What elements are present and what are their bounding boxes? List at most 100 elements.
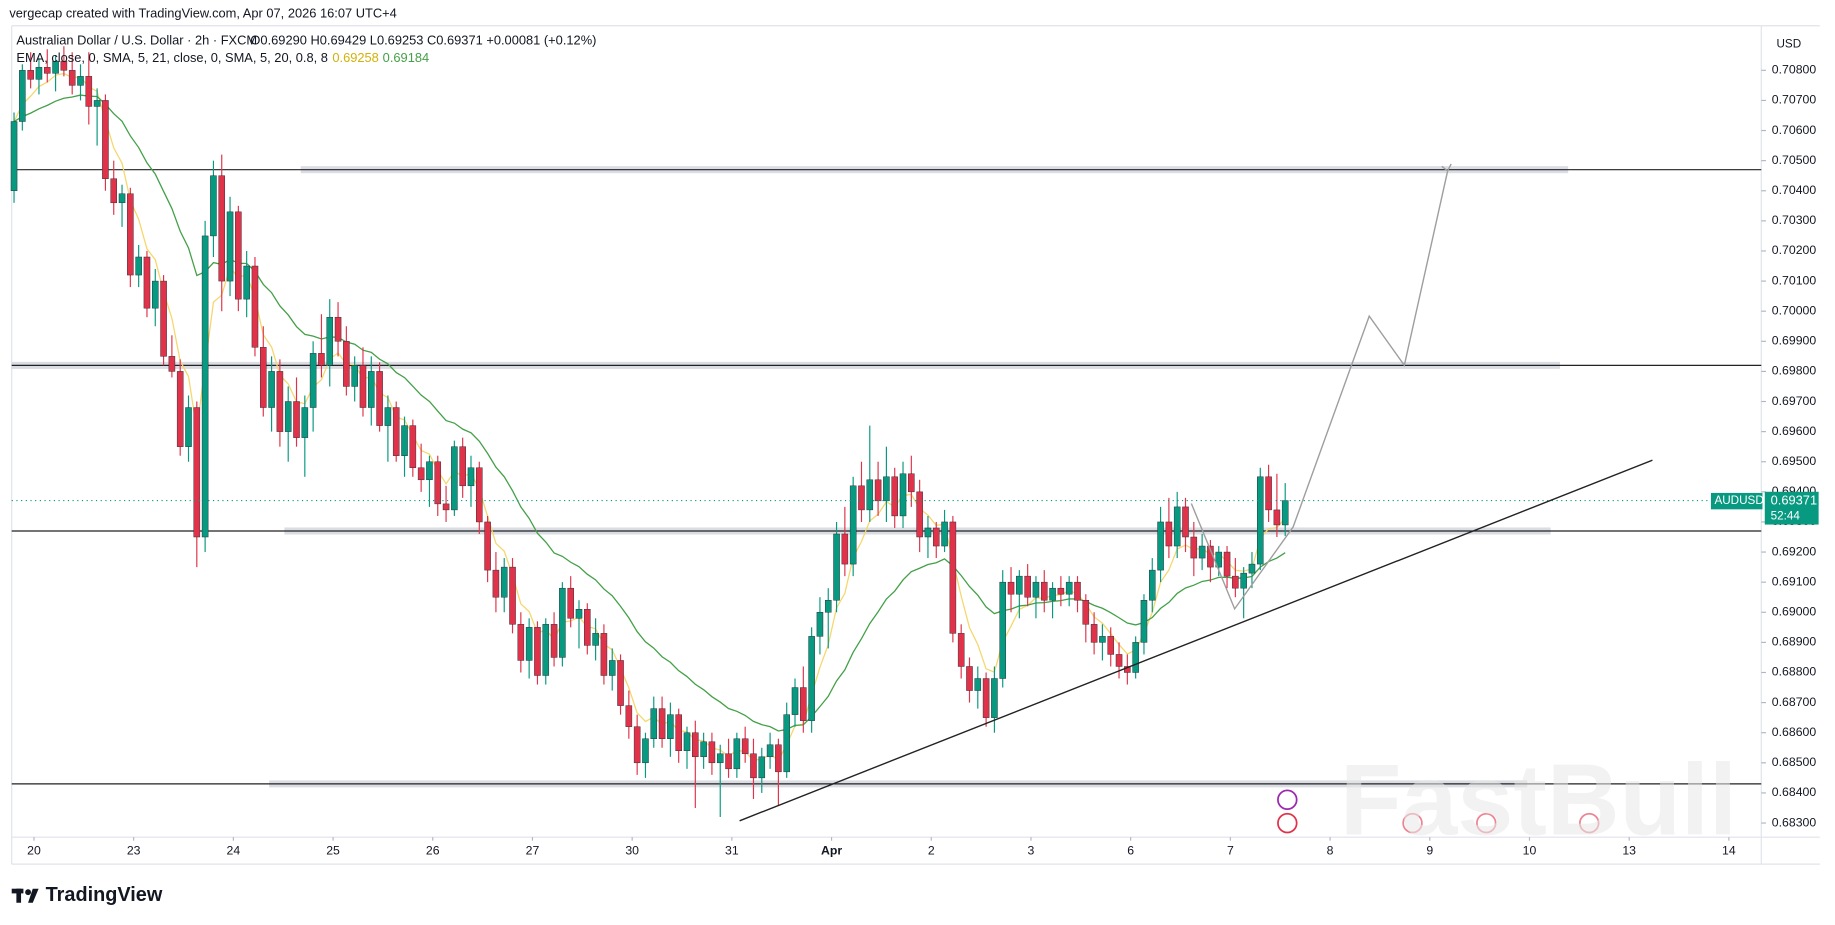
y-tick-label: 0.70500 xyxy=(1772,153,1817,167)
candle-body xyxy=(891,476,898,517)
candle-body xyxy=(1074,581,1081,601)
logo-mark xyxy=(25,889,32,896)
candle-body xyxy=(716,753,724,764)
candle-body xyxy=(534,627,541,676)
candle-body xyxy=(492,569,500,598)
candle-body xyxy=(459,446,466,487)
candle-body xyxy=(127,193,134,276)
candle-body xyxy=(542,624,550,676)
candle-body xyxy=(160,280,167,357)
candle-body xyxy=(1182,506,1189,538)
y-tick-label: 0.68800 xyxy=(1772,665,1817,679)
candle-body xyxy=(633,726,641,764)
candle-body xyxy=(916,491,923,538)
projection-arrow xyxy=(1441,163,1452,173)
moving-average xyxy=(13,94,1286,732)
countdown: 52:44 xyxy=(1771,509,1801,522)
candle-body xyxy=(858,485,865,511)
candle-body xyxy=(766,744,774,758)
x-tick-label: 30 xyxy=(625,843,639,857)
candle-body xyxy=(226,211,234,282)
price-symbol: AUDUSD xyxy=(1714,494,1763,507)
moving-average xyxy=(13,72,1286,762)
candle-body xyxy=(982,678,990,718)
symbol-box xyxy=(1710,492,1763,510)
candle-body xyxy=(957,633,965,667)
candle-body xyxy=(1016,575,1023,595)
x-tick-label: 26 xyxy=(426,843,440,857)
candle-body xyxy=(1190,536,1198,559)
candle-body xyxy=(1173,506,1181,547)
candle-body xyxy=(1082,599,1090,625)
candle-body xyxy=(800,687,807,721)
event-icons xyxy=(1277,789,1600,834)
y-tick-label: 0.69500 xyxy=(1772,454,1817,468)
candle-body xyxy=(392,407,400,456)
candle-body xyxy=(384,407,392,426)
candle-body xyxy=(243,265,250,300)
candle-body xyxy=(658,708,666,739)
candle-body xyxy=(334,316,342,342)
price-value: 0.69371 xyxy=(1771,493,1817,508)
y-tick-label: 0.68900 xyxy=(1772,635,1817,649)
candle-body xyxy=(559,587,566,658)
candle-body xyxy=(1232,575,1239,589)
event-icon xyxy=(1402,812,1423,834)
candle-body xyxy=(1240,572,1247,589)
candle-body xyxy=(251,265,259,348)
candle-body xyxy=(650,708,658,739)
candle-body xyxy=(309,353,317,408)
candle-body xyxy=(1049,587,1056,601)
x-tick-label: 9 xyxy=(1426,843,1433,857)
candle-body xyxy=(974,678,982,691)
candle-body xyxy=(442,503,450,511)
candle-body xyxy=(276,371,284,432)
symbol-line: Australian Dollar / U.S. Dollar · 2h · F… xyxy=(16,32,257,47)
x-tick-label: 8 xyxy=(1327,843,1334,857)
trend-line xyxy=(739,459,1653,822)
candle-body xyxy=(833,533,840,601)
candle-body xyxy=(575,609,583,619)
x-tick-label: 14 xyxy=(1722,843,1736,857)
candle-body xyxy=(924,527,932,538)
candle-body xyxy=(118,193,126,204)
candle-body xyxy=(791,687,799,715)
candle-body xyxy=(708,741,716,764)
candle-body xyxy=(775,744,782,773)
candle-body xyxy=(351,365,358,387)
candle-body xyxy=(617,660,624,706)
candle-body xyxy=(941,521,948,547)
y-tick-label: 0.70600 xyxy=(1772,123,1817,137)
watermark: FastBull xyxy=(1340,744,1737,856)
axes: 0.70800 0.70700 0.70600 0.70500 0.70400 0.703… xyxy=(27,63,1816,858)
candle-body xyxy=(725,753,732,770)
x-tick-label: 23 xyxy=(127,843,141,857)
y-tick-label: 0.70000 xyxy=(1772,303,1817,317)
candle-body xyxy=(608,660,616,676)
candle-body xyxy=(417,467,425,481)
candle-body xyxy=(874,479,882,502)
x-tick-label: 24 xyxy=(227,843,241,857)
candle-body xyxy=(758,756,766,779)
candle-body xyxy=(1198,545,1206,559)
candle-body xyxy=(899,473,907,517)
candle-body xyxy=(77,76,84,86)
candle-body xyxy=(1223,551,1231,577)
candle-body xyxy=(1148,569,1156,601)
candle-body xyxy=(235,211,242,300)
candle-body xyxy=(376,371,383,426)
candle-body xyxy=(1024,575,1031,598)
candle-body xyxy=(1115,654,1123,667)
candle-body xyxy=(19,70,26,122)
candle-body xyxy=(218,175,226,282)
candle-body xyxy=(1040,581,1048,601)
candle-body xyxy=(185,407,192,447)
candle-body xyxy=(991,678,998,718)
y-tick-label: 0.69100 xyxy=(1772,574,1817,588)
candle-body xyxy=(600,633,608,676)
candle-body xyxy=(783,714,790,773)
x-tick-label: 27 xyxy=(526,843,540,857)
candle-body xyxy=(824,599,832,613)
